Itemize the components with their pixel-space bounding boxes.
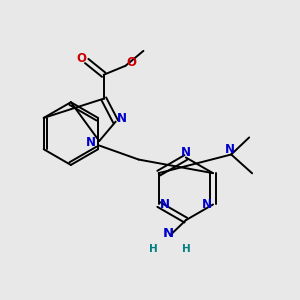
Text: O: O bbox=[126, 56, 136, 69]
Text: H: H bbox=[182, 244, 191, 254]
Text: N: N bbox=[117, 112, 127, 124]
Text: N: N bbox=[86, 136, 96, 149]
Text: N: N bbox=[160, 198, 170, 211]
Text: O: O bbox=[76, 52, 86, 64]
Text: N: N bbox=[201, 198, 212, 211]
Text: N: N bbox=[163, 227, 174, 240]
Text: N: N bbox=[181, 146, 191, 159]
Text: N: N bbox=[225, 142, 235, 156]
Text: H: H bbox=[149, 244, 158, 254]
